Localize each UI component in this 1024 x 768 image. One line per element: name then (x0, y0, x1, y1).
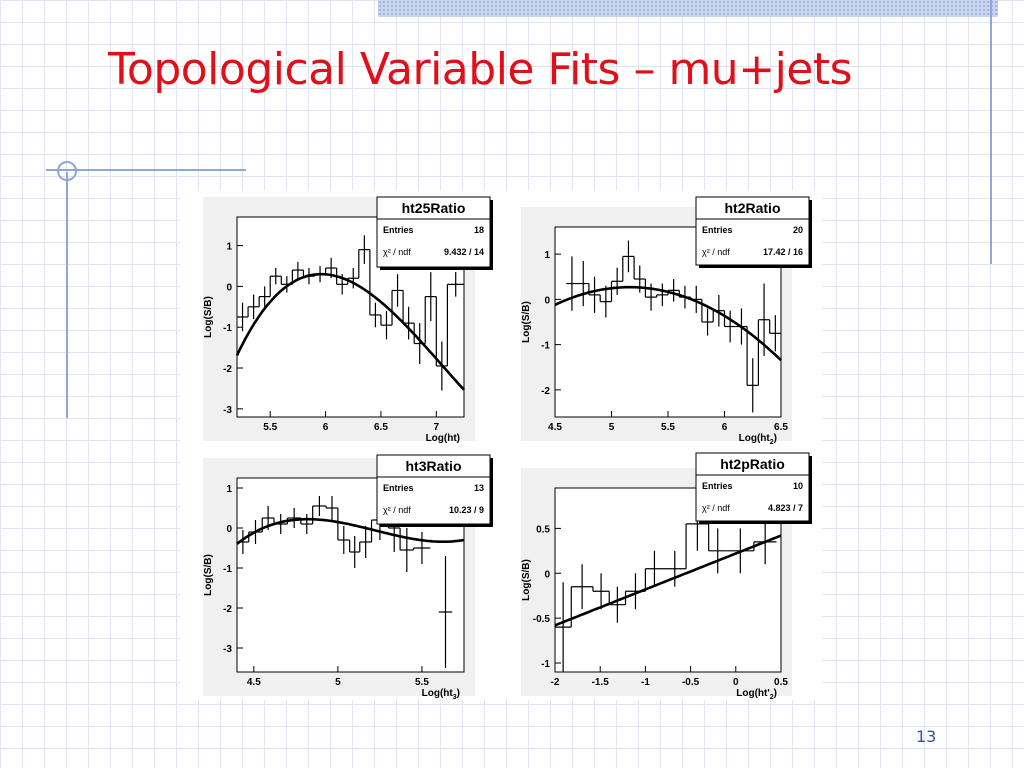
right-accent-line (990, 0, 992, 264)
x-axis-label: Log(ht) (426, 433, 460, 444)
fit-curve (236, 517, 465, 545)
fit-curve (554, 285, 782, 362)
x-tick-label: 5.5 (661, 422, 675, 433)
x-axis-label-main: Log(ht' (736, 688, 769, 699)
accent-ring-icon (57, 161, 77, 181)
stats-chi2-value: 4.823 / 7 (768, 503, 803, 513)
stats-entries-label: Entries (702, 225, 733, 235)
stats-entries-label: Entries (383, 225, 414, 235)
y-tick-label: -1 (223, 564, 232, 575)
stats-entries-label: Entries (383, 483, 414, 493)
stats-entries-value: 10 (793, 481, 803, 491)
x-tick-label: 5.5 (263, 422, 277, 433)
x-axis-label-main: Log(ht (739, 433, 771, 444)
y-axis-label: Log(S/B) (521, 559, 532, 601)
y-axis-label: Log(S/B) (203, 296, 214, 338)
page-number: 13 (916, 727, 937, 746)
y-tick-label: -3 (223, 644, 232, 655)
stats-box-title: ht25Ratio (402, 200, 466, 216)
x-tick-label: 4.5 (548, 422, 562, 433)
x-tick-label: 6.5 (774, 422, 788, 433)
stats-box-title: ht3Ratio (406, 458, 462, 474)
x-axis-label: Log(ht3) (422, 688, 460, 700)
x-tick-label: 6 (323, 422, 329, 433)
stats-chi2-label: χ² / ndf (702, 503, 730, 513)
x-tick-label: 5.5 (415, 677, 429, 688)
stats-box: ht3Ratio Entries 13 χ² / ndf 10.23 / 9 (376, 454, 493, 527)
y-axis-label: Log(S/B) (521, 301, 532, 343)
y-tick-label: 0.5 (536, 524, 550, 535)
x-tick-label: 7 (434, 422, 440, 433)
y-tick-label: -2 (541, 386, 550, 397)
stats-chi2-label: χ² / ndf (383, 247, 411, 257)
y-axis-label: Log(S/B) (203, 554, 214, 596)
x-axis-label-sub: 3 (453, 694, 457, 700)
x-axis-label: Log(ht2) (739, 433, 777, 445)
x-tick-label: 5 (335, 677, 341, 688)
y-tick-label: -2 (223, 604, 232, 615)
plot-ht2ratio: 1 0 -1 -2 4.5 5 5.5 6 6.5 Log(S/B) Log(ht2) ht2Rati… (521, 196, 812, 445)
x-tick-label: 5 (609, 422, 615, 433)
stats-chi2-value: 9.432 / 14 (444, 247, 484, 257)
stats-entries-value: 20 (793, 225, 803, 235)
y-tick-label: -1 (541, 341, 550, 352)
plots-panel: 1 0 -1 -2 -3 5.5 6 6.5 7 Log(S/B) Log(ht) ht25Ratio… (180, 190, 822, 700)
x-tick-label: -2 (551, 677, 560, 688)
title-underline-accent (46, 169, 246, 171)
x-axis-label-sub: 2 (770, 694, 774, 700)
y-tick-label: 1 (226, 242, 232, 253)
y-tick-label: 0 (544, 295, 550, 306)
x-tick-label: 6.5 (374, 422, 388, 433)
plot-ht2pratio: 0.50-0.5-1-2 -1.5 -1 -0.5 0 0.5Log(S/B)Log(ht… (521, 452, 812, 700)
y-tick-label: -1 (541, 659, 550, 670)
stats-chi2-label: χ² / ndf (702, 247, 730, 257)
stats-box: ht2pRatio Entries 10 χ² / ndf 4.823 / 7 (695, 452, 812, 524)
x-axis-label-sub: 2 (770, 439, 774, 445)
x-axis-label-end: ) (457, 688, 460, 699)
x-axis-label-main: Log(ht) (426, 433, 460, 444)
y-tick-label: -0.5 (533, 614, 551, 625)
y-tick-label: -2 (223, 364, 232, 375)
stats-chi2-value: 10.23 / 9 (449, 505, 484, 515)
x-axis-label-end: ) (774, 688, 777, 699)
x-tick-label: 0.5 (774, 677, 788, 688)
stats-entries-value: 13 (474, 483, 484, 493)
stats-chi2-value: 17.42 / 16 (763, 247, 803, 257)
stats-box-frame (376, 454, 491, 525)
left-accent-line (66, 172, 68, 418)
stats-box: ht25Ratio Entries 18 χ² / ndf 9.432 / 14 (376, 196, 493, 270)
x-tick-label: -0.5 (682, 677, 700, 688)
stats-chi2-label: χ² / ndf (383, 505, 411, 515)
stats-box-frame (376, 196, 491, 268)
x-axis-label-main: Log(ht (422, 688, 454, 699)
stats-entries-value: 18 (474, 225, 484, 235)
plot-ht3ratio: 1 0 -1 -2 -3 4.5 5 5.5 Log(S/B) Log(ht3) ht3Ratio E… (203, 454, 493, 700)
y-tick-label: 0 (226, 524, 232, 535)
y-tick-label: -3 (223, 405, 232, 416)
x-tick-label: -1 (641, 677, 650, 688)
stats-box-frame (695, 196, 810, 266)
x-tick-label: -1.5 (592, 677, 610, 688)
stats-entries-label: Entries (702, 481, 733, 491)
x-tick-label: 0 (733, 677, 739, 688)
y-tick-label: -1 (223, 323, 232, 334)
x-axis-label: Log(ht'2) (736, 688, 777, 700)
fit-curve (235, 272, 465, 391)
top-decoration-band (378, 0, 998, 17)
slide-title: Topological Variable Fits – mu+jets (108, 44, 853, 95)
plot-ht25ratio: 1 0 -1 -2 -3 5.5 6 6.5 7 Log(S/B) Log(ht) ht25Ratio… (203, 196, 493, 444)
x-tick-label: 4.5 (247, 677, 261, 688)
stats-box-frame (695, 452, 810, 522)
y-tick-label: 0 (226, 282, 232, 293)
x-tick-label: 6 (722, 422, 728, 433)
stats-box: ht2Ratio Entries 20 χ² / ndf 17.42 / 16 (695, 196, 812, 268)
y-tick-label: 1 (226, 484, 232, 495)
x-axis-label-end: ) (774, 433, 777, 444)
y-tick-label: 1 (544, 250, 550, 261)
y-tick-label: 0 (544, 569, 550, 580)
fit-curve (554, 534, 782, 627)
stats-box-title: ht2pRatio (720, 456, 785, 472)
stats-box-title: ht2Ratio (725, 200, 781, 216)
